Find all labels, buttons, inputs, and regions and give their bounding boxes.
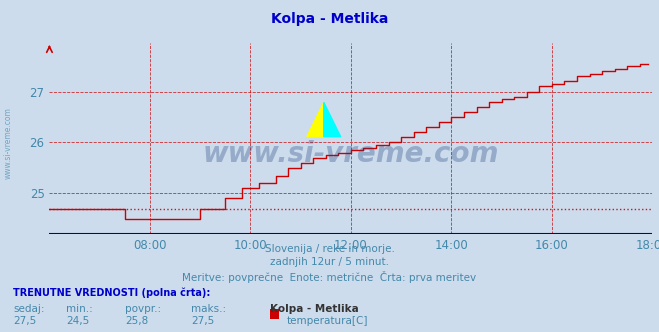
Text: www.si-vreme.com: www.si-vreme.com [3, 107, 13, 179]
Text: 27,5: 27,5 [191, 316, 214, 326]
Text: 27,5: 27,5 [13, 316, 36, 326]
Text: min.:: min.: [66, 304, 93, 314]
Text: sedaj:: sedaj: [13, 304, 45, 314]
Text: Slovenija / reke in morje.: Slovenija / reke in morje. [264, 244, 395, 254]
Polygon shape [307, 102, 324, 137]
Text: 24,5: 24,5 [66, 316, 89, 326]
Text: temperatura[C]: temperatura[C] [287, 316, 368, 326]
Text: 25,8: 25,8 [125, 316, 148, 326]
Polygon shape [324, 102, 341, 137]
Text: zadnjih 12ur / 5 minut.: zadnjih 12ur / 5 minut. [270, 257, 389, 267]
Text: TRENUTNE VREDNOSTI (polna črta):: TRENUTNE VREDNOSTI (polna črta): [13, 287, 211, 298]
Text: Meritve: povprečne  Enote: metrične  Črta: prva meritev: Meritve: povprečne Enote: metrične Črta:… [183, 271, 476, 283]
Text: maks.:: maks.: [191, 304, 226, 314]
Text: Kolpa - Metlika: Kolpa - Metlika [270, 304, 359, 314]
Text: povpr.:: povpr.: [125, 304, 161, 314]
Text: Kolpa - Metlika: Kolpa - Metlika [271, 12, 388, 26]
Text: www.si-vreme.com: www.si-vreme.com [203, 140, 499, 168]
